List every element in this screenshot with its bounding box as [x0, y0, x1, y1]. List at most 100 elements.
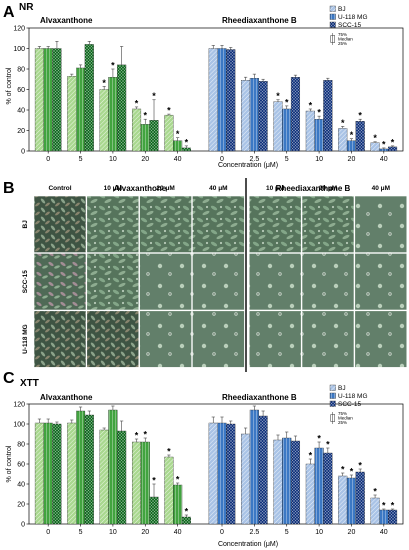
- legend-box-label: Median: [338, 416, 353, 421]
- significance-star: *: [317, 433, 321, 443]
- significance-star: *: [350, 130, 354, 140]
- bar-hatch: [208, 48, 218, 151]
- significance-star: *: [152, 475, 156, 485]
- panel-a-chart: 0 20 40 60 80 100 120 0 5 10 * * 20 * * * 40 * * * 0 2.5 5 * * 10…: [13, 25, 404, 163]
- bar-hatch: [355, 121, 365, 151]
- bar-hatch: [43, 423, 53, 524]
- x-tick-label: 20: [141, 156, 149, 163]
- micrograph-column-label: 10 μM: [266, 185, 284, 192]
- panel-a-xlabel: Concentration (μM): [218, 162, 278, 169]
- significance-star: *: [152, 91, 156, 101]
- x-tick-label: 0: [220, 156, 224, 163]
- significance-star: *: [350, 466, 354, 476]
- significance-star: *: [185, 137, 189, 147]
- x-tick-label: 10: [109, 156, 117, 163]
- bar-hatch: [217, 48, 227, 151]
- micrograph-cell: [33, 195, 87, 253]
- micrograph-cell: [354, 310, 408, 368]
- legend-swatch-hatch: [330, 6, 336, 12]
- bar-hatch: [347, 478, 356, 524]
- significance-star: *: [144, 429, 148, 439]
- micrograph-column-label: 40 μM: [372, 185, 390, 192]
- bar-hatch: [35, 423, 44, 524]
- panel-a-compound-1: Alvaxanthone: [40, 16, 93, 25]
- x-tick-label: 0: [46, 529, 50, 536]
- micrograph-column-label: 10 μM: [104, 185, 122, 192]
- micrograph-cell: [33, 310, 87, 368]
- bar-hatch: [217, 423, 227, 524]
- panel-c-title: XTT: [20, 378, 39, 389]
- significance-star: *: [185, 506, 189, 516]
- bar-hatch: [291, 77, 300, 151]
- micrograph-column-label: Control: [48, 185, 71, 192]
- micrograph-grid: Control 10 μM 20 μM 40 μM 10 μM 20 μM 40 μM BJ S…: [22, 185, 408, 368]
- significance-star: *: [358, 111, 362, 121]
- bar-hatch: [140, 124, 150, 151]
- bar-hatch: [370, 498, 380, 524]
- panel-b-compound-2: Rheediaxanthone B: [276, 184, 351, 193]
- y-tick-label: 100: [13, 46, 25, 53]
- bar-hatch: [52, 424, 62, 524]
- legend-box-label: 25%: [338, 420, 347, 425]
- y-tick-label: 60: [17, 461, 25, 468]
- x-tick-label: 20: [348, 529, 356, 536]
- bar-hatch: [35, 48, 44, 151]
- bar-hatch: [273, 101, 283, 151]
- bar-hatch: [241, 80, 250, 151]
- x-tick-label: 10: [315, 156, 323, 163]
- panel-a: A NR Alvaxanthone Rheediaxanthone B 0 20 4…: [3, 2, 404, 169]
- y-tick-label: 20: [17, 501, 25, 508]
- bar-hatch: [273, 440, 283, 524]
- micrograph-column-label: 20 μM: [156, 185, 174, 192]
- significance-star: *: [144, 111, 148, 121]
- significance-star: *: [382, 500, 386, 510]
- x-tick-label: 0: [220, 529, 224, 536]
- bar-hatch: [132, 108, 141, 151]
- x-tick-label: 40: [174, 156, 182, 163]
- bar-hatch: [241, 434, 250, 524]
- significance-star: *: [373, 133, 377, 143]
- micrograph-column-label: 20 μM: [319, 185, 337, 192]
- bar-hatch: [173, 140, 183, 151]
- bar-hatch: [338, 128, 348, 151]
- legend-swatch-hatch: [330, 393, 336, 399]
- panel-letter-b: B: [3, 180, 15, 197]
- micrograph-cell: [301, 310, 355, 368]
- micrograph-cell: [192, 310, 245, 368]
- bar-hatch: [282, 108, 292, 151]
- bar-hatch: [140, 442, 150, 524]
- bar-hatch: [314, 448, 324, 524]
- legend-box: [330, 414, 335, 422]
- bar-hatch: [226, 424, 236, 524]
- bar-hatch: [370, 142, 380, 151]
- significance-star: *: [135, 98, 139, 108]
- x-tick-label: 5: [285, 156, 289, 163]
- bar-hatch: [388, 510, 397, 524]
- panel-c-xlabel: Concentration (μM): [218, 541, 278, 548]
- panel-c-compound-2: Rheediaxanthone B: [222, 393, 297, 402]
- significance-star: *: [341, 464, 345, 474]
- significance-star: *: [167, 106, 171, 116]
- micrograph-cell: [354, 195, 408, 253]
- panel-c-compound-1: Alvaxanthone: [40, 393, 93, 402]
- legend-box-label: Median: [338, 37, 353, 42]
- bar-hatch: [117, 64, 127, 151]
- significance-star: *: [391, 137, 395, 147]
- significance-star: *: [382, 139, 386, 149]
- legend-swatch-hatch: [330, 385, 336, 391]
- legend-label: U-118 MG: [338, 393, 368, 400]
- bar-hatch: [323, 453, 333, 524]
- significance-star: *: [176, 474, 180, 484]
- x-tick-label: 40: [380, 156, 388, 163]
- bar-hatch: [291, 441, 300, 524]
- bar-hatch: [149, 497, 159, 524]
- bar-hatch: [43, 48, 53, 151]
- x-tick-label: 2.5: [249, 156, 259, 163]
- panel-b: B Alvaxanthone Rheediaxanthone B Control…: [3, 178, 408, 372]
- micrograph-cell: [301, 195, 355, 253]
- x-tick-label: 2.5: [249, 529, 259, 536]
- bar-hatch: [379, 148, 389, 151]
- x-tick-label: 20: [348, 156, 356, 163]
- legend-label: SCC-15: [338, 401, 362, 408]
